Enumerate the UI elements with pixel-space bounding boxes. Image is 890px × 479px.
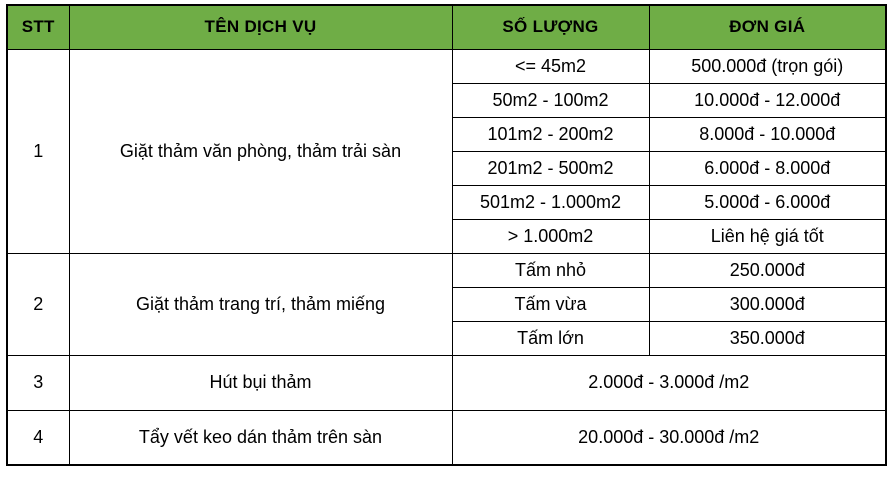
quantity-cell: 201m2 - 500m2	[451, 150, 650, 186]
table-row: 4 Tẩy vết keo dán thảm trên sàn 20.000đ - …	[6, 409, 887, 466]
price-cell: 5.000đ - 6.000đ	[648, 184, 887, 220]
service-cell: Tẩy vết keo dán thảm trên sàn	[68, 409, 453, 466]
table-row: 3 Hút bụi thảm 2.000đ - 3.000đ /m2	[6, 354, 887, 411]
price-cell: 6.000đ - 8.000đ	[648, 150, 887, 186]
quantity-cell: Tấm lớn	[451, 320, 650, 356]
table-row: Tấm lớn 350.000đ	[7, 320, 887, 356]
pricing-table-header: STT TÊN DỊCH VỤ SỐ LƯỢNG ĐƠN GIÁ	[6, 4, 887, 50]
quantity-cell: Tấm nhỏ	[451, 252, 650, 288]
merged-price-cell: 20.000đ - 30.000đ /m2	[451, 409, 887, 466]
price-cell: 500.000đ (trọn gói)	[648, 48, 887, 84]
stt-cell: 4	[6, 409, 70, 466]
service-cell: Hút bụi thảm	[68, 354, 453, 411]
stt-cell: 2	[6, 252, 70, 356]
price-cell: 350.000đ	[648, 320, 887, 356]
table-row: 501m2 - 1.000m2 5.000đ - 6.000đ	[7, 184, 887, 220]
service-cell: Giặt thảm văn phòng, thảm trải sàn	[68, 48, 453, 254]
pricing-table-body: 1 Giặt thảm văn phòng, thảm trải sàn <= 45…	[6, 48, 887, 466]
header-cell-price: ĐƠN GIÁ	[648, 4, 887, 50]
merged-price-cell: 2.000đ - 3.000đ /m2	[451, 354, 887, 411]
table-row: 1 Giặt thảm văn phòng, thảm trải sàn <= 45…	[6, 48, 887, 254]
stt-cell: 1	[6, 48, 70, 254]
quantity-cell: <= 45m2	[451, 48, 650, 84]
table-row: > 1.000m2 Liên hệ giá tốt	[7, 218, 887, 254]
table-row: Tấm vừa 300.000đ	[7, 286, 887, 322]
price-cell: 250.000đ	[648, 252, 887, 288]
quantity-cell: Tấm vừa	[451, 286, 650, 322]
stt-cell: 3	[6, 354, 70, 411]
price-cell: 10.000đ - 12.000đ	[648, 82, 887, 118]
service-cell: Giặt thảm trang trí, thảm miếng	[68, 252, 453, 356]
header-cell-service: TÊN DỊCH VỤ	[68, 4, 453, 50]
price-cell: 8.000đ - 10.000đ	[648, 116, 887, 152]
pricing-table: STT TÊN DỊCH VỤ SỐ LƯỢNG ĐƠN GIÁ 1 Giặt t…	[6, 4, 887, 466]
price-cell: Liên hệ giá tốt	[648, 218, 887, 254]
quantity-cell: 501m2 - 1.000m2	[451, 184, 650, 220]
quantity-cell: 50m2 - 100m2	[451, 82, 650, 118]
price-cell: 300.000đ	[648, 286, 887, 322]
header-cell-stt: STT	[6, 4, 70, 50]
table-row: 50m2 - 100m2 10.000đ - 12.000đ	[7, 82, 887, 118]
quantity-cell: > 1.000m2	[451, 218, 650, 254]
quantity-cell: 101m2 - 200m2	[451, 116, 650, 152]
header-row: STT TÊN DỊCH VỤ SỐ LƯỢNG ĐƠN GIÁ	[6, 4, 887, 50]
table-row: 101m2 - 200m2 8.000đ - 10.000đ	[7, 116, 887, 152]
header-cell-quantity: SỐ LƯỢNG	[451, 4, 650, 50]
table-row: 2 Giặt thảm trang trí, thảm miếng Tấm nhỏ 2…	[6, 252, 887, 356]
table-row: 201m2 - 500m2 6.000đ - 8.000đ	[7, 150, 887, 186]
